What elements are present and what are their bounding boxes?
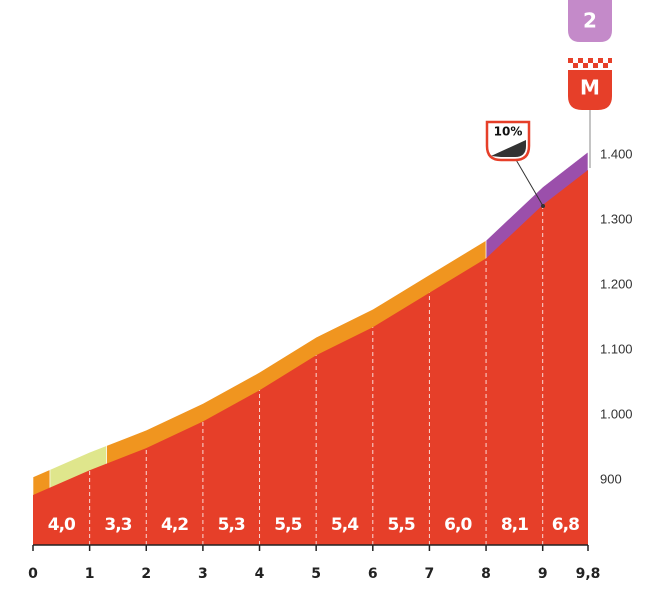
x-tick-label: 5 bbox=[311, 566, 321, 582]
max-gradient-label: 10% bbox=[494, 125, 523, 139]
gradient-label: 8,1 bbox=[501, 515, 528, 535]
y-tick-label: 900 bbox=[600, 471, 622, 486]
gradient-label: 3,3 bbox=[104, 515, 131, 535]
x-tick-label: 0 bbox=[28, 566, 38, 582]
badge-shape bbox=[568, 70, 612, 110]
gradient-label: 4,0 bbox=[48, 515, 76, 535]
profile-area bbox=[33, 169, 588, 545]
y-tick-label: 1.200 bbox=[600, 276, 633, 291]
x-tick-label: 6 bbox=[368, 566, 378, 582]
pointer bbox=[514, 157, 544, 207]
badge-shape bbox=[568, 0, 612, 42]
x-tick-label: 9,8 bbox=[576, 566, 601, 582]
checker bbox=[568, 58, 612, 68]
finish-badge: M bbox=[568, 58, 612, 168]
x-tick-label: 2 bbox=[141, 566, 151, 582]
x-tick-label: 1 bbox=[85, 566, 95, 582]
gradient-label: 5,4 bbox=[331, 515, 359, 535]
x-tick-label: 9 bbox=[538, 566, 548, 582]
category-label: 2 bbox=[583, 9, 597, 33]
gradient-label: 4,2 bbox=[161, 515, 188, 535]
category-badge: 2 bbox=[568, 0, 612, 42]
x-tick-label: 3 bbox=[198, 566, 208, 582]
plot: 0 1 2 3 4 5 6 7 8 9 9,8 900 1.000 1.100 1.200 1.300 1.40… bbox=[28, 146, 632, 582]
gradient-label: 6,8 bbox=[552, 515, 579, 535]
x-tick-label: 4 bbox=[255, 566, 265, 582]
badge-wedge bbox=[491, 140, 526, 157]
y-tick-label: 1.300 bbox=[600, 211, 633, 226]
pointer-dot bbox=[541, 204, 545, 208]
y-tick-label: 1.400 bbox=[600, 146, 633, 161]
y-tick-label: 1.000 bbox=[600, 406, 633, 421]
gradient-label: 6,0 bbox=[444, 515, 472, 535]
gradient-label: 5,3 bbox=[218, 515, 245, 535]
finish-label: M bbox=[580, 76, 600, 100]
x-tick-label: 8 bbox=[481, 566, 491, 582]
gradient-label: 5,5 bbox=[388, 515, 415, 535]
y-tick-label: 1.100 bbox=[600, 341, 633, 356]
gradient-label: 5,5 bbox=[274, 515, 301, 535]
max-gradient-badge: 10% bbox=[485, 120, 545, 208]
x-tick-label: 7 bbox=[425, 566, 435, 582]
